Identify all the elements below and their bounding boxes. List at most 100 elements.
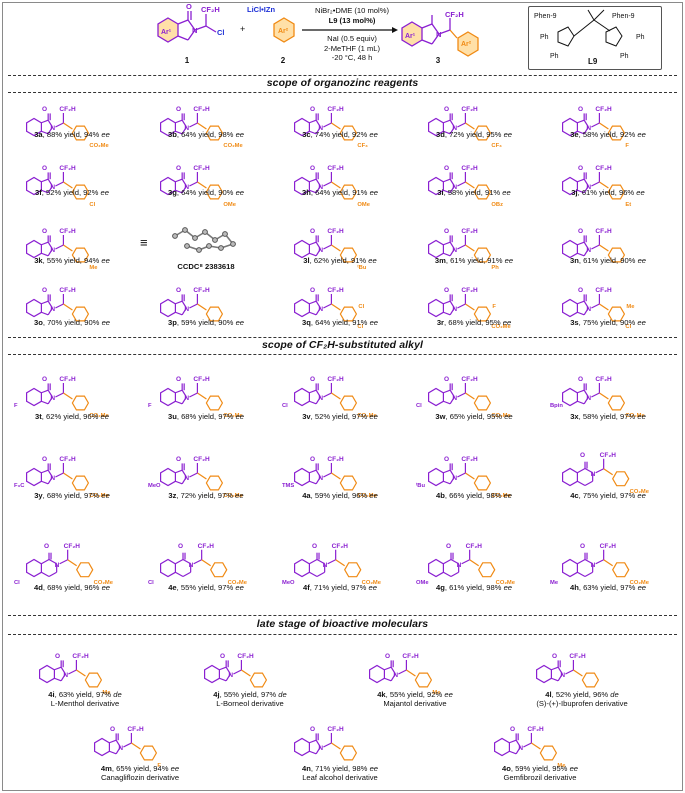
compound-caption: 4o, 59% yield, 95% ee <box>501 764 579 773</box>
aryl-ring <box>71 125 90 141</box>
compound-caption: 3j, 61% yield, 96% ee <box>571 188 645 197</box>
compound-id: 3n <box>569 256 579 265</box>
compound-caption: 4m, 65% yield, 94% ee <box>100 764 180 773</box>
n-label: N <box>50 247 55 254</box>
bond <box>41 130 49 135</box>
compound-id: 3c <box>302 130 311 139</box>
aryl-ring <box>76 562 94 578</box>
compound-caption: 3n, 61% yield, 90% ee <box>569 256 647 265</box>
bond <box>315 307 321 316</box>
bond <box>309 750 317 755</box>
compound-structure: N O CF₂H CO₂Me <box>562 452 650 495</box>
o-label: O <box>578 287 583 294</box>
n-label: N <box>323 562 328 569</box>
derivative-name: L-Menthol derivative <box>50 699 120 708</box>
bond <box>573 669 583 677</box>
ligand-ph-2: Ph <box>636 34 645 41</box>
bond <box>181 476 187 485</box>
xray-atom <box>230 241 236 247</box>
selectivity-unit: ee <box>100 412 109 421</box>
bond <box>465 122 475 130</box>
bond <box>47 126 53 135</box>
compound-yield: 61% yield, 90% <box>583 256 636 265</box>
bond <box>181 126 187 135</box>
benzo-ring <box>562 239 578 259</box>
bond <box>450 571 459 578</box>
bond <box>181 119 187 128</box>
substituent-label: Me <box>557 763 566 767</box>
condition-temp: -20 °C, 48 h <box>331 53 373 62</box>
compound-caption: 3f, 52% yield, 92% ee <box>35 188 109 197</box>
cf2h-label: CF₂H <box>595 165 612 172</box>
bond <box>41 571 50 578</box>
bond <box>583 178 589 187</box>
bond <box>457 181 466 187</box>
bond <box>197 181 207 189</box>
derivative-name: Leaf alcohol derivative <box>302 773 378 782</box>
o-label: O <box>578 165 583 172</box>
o-label: O <box>580 543 585 550</box>
bond <box>309 469 317 474</box>
bond <box>41 300 49 305</box>
bond <box>189 472 198 478</box>
compound-id: 4f <box>303 583 310 592</box>
compound-yield: 64% yield, 98% <box>181 130 234 139</box>
cf2h-label: CF₂H <box>193 106 210 113</box>
n-label: N <box>318 125 323 132</box>
compound-structure: N O CF₂H CO₂Me F <box>428 287 512 328</box>
compound-id: 4n <box>301 764 311 773</box>
bond <box>315 396 321 405</box>
bond <box>55 392 64 398</box>
compound-caption: 4i, 63% yield, 97% de <box>48 690 122 699</box>
compound-id: 3z <box>168 491 177 500</box>
cf2h-label: CF₂H <box>402 653 419 660</box>
bond <box>175 558 184 565</box>
bond <box>175 400 183 405</box>
bond <box>55 122 64 128</box>
benzo-ring <box>294 298 310 318</box>
core-substituent-label: Me <box>550 580 559 586</box>
compound-structure: N O CF₂H CO₂Me F <box>148 376 244 417</box>
n-label: N <box>586 125 591 132</box>
benzo-ring <box>160 298 176 318</box>
compound-caption: 4f, 71% yield, 97% ee <box>303 583 377 592</box>
aryl-ring <box>210 562 228 578</box>
selectivity-unit: ee <box>637 318 646 327</box>
substituent-label: CO₂Me <box>630 489 650 495</box>
bond <box>457 392 466 398</box>
compound-id: 3t <box>35 412 42 421</box>
bond <box>189 303 198 309</box>
bond <box>309 189 317 194</box>
compound-caption: 3h, 64% yield, 91% ee <box>301 188 379 197</box>
bond <box>109 739 117 744</box>
substituent-label: Ph <box>491 265 499 269</box>
substituent-label: CO₂Me <box>223 493 243 497</box>
xray-atom <box>206 243 212 249</box>
o-label: O <box>552 653 557 660</box>
bond <box>181 389 187 398</box>
compound-caption: 3z, 72% yield, 97% ee <box>168 491 244 500</box>
bond <box>54 666 62 671</box>
bond <box>175 389 183 394</box>
divider-3 <box>8 337 677 338</box>
cf2h-label: CF₂H <box>193 165 210 172</box>
n-label: N <box>50 306 55 313</box>
ccdc-label: CCDC⁸ 2383618 <box>177 262 235 271</box>
bond <box>443 389 451 394</box>
o-label: O <box>178 543 183 550</box>
bond <box>47 185 53 194</box>
compound-caption: 3m, 61% yield, 91% ee <box>434 256 514 265</box>
section-title-alkyl: scope of CF₂H-substituted alkyl <box>261 339 424 351</box>
compound-structure: N O CF₂H CF₃ <box>294 106 368 147</box>
o-label: O <box>176 456 181 463</box>
cf2h-label: CF₂H <box>59 456 76 463</box>
benzo-ring <box>294 737 310 757</box>
n-label: N <box>50 395 55 402</box>
benzo-ring <box>294 467 310 487</box>
compound-caption: 3v, 52% yield, 97% ee <box>302 412 378 421</box>
compound-yield: 75% yield, 97% <box>582 491 636 500</box>
bond <box>449 469 455 478</box>
bond <box>67 559 77 567</box>
selectivity-unit: ee <box>503 491 513 500</box>
bond <box>515 746 521 755</box>
